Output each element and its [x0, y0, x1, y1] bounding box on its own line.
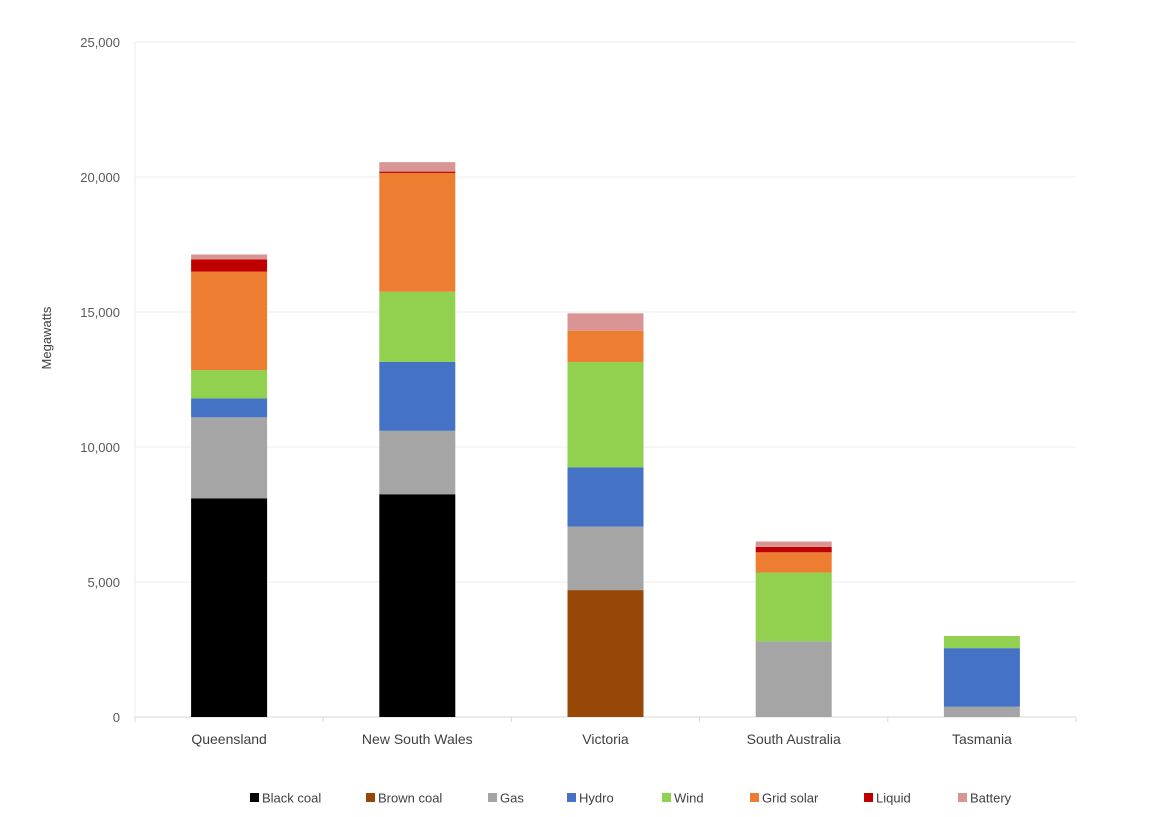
legend-label: Black coal — [262, 791, 321, 806]
bar-segment — [567, 526, 644, 591]
legend-label: Hydro — [579, 791, 614, 806]
x-category-label: Tasmania — [952, 731, 1012, 747]
legend: Black coal Brown coal Gas Hydro Wind Grid sol… — [250, 791, 1012, 806]
bar-segment — [191, 254, 268, 260]
x-axis-category-labels: Queensland New South Wales Victoria South A… — [191, 731, 1012, 747]
legend-swatch — [958, 793, 967, 802]
legend-swatch — [567, 793, 576, 802]
bar-segment — [191, 417, 268, 499]
bar-segment — [379, 172, 456, 292]
bar-segment — [567, 361, 644, 468]
bar-segment — [567, 467, 644, 527]
bar-segment — [755, 552, 832, 573]
bar-segment — [379, 291, 456, 362]
bar-segment — [191, 498, 268, 717]
x-category-label: Victoria — [582, 731, 629, 747]
x-category-label: New South Wales — [362, 731, 473, 747]
y-tick-label: 5,000 — [87, 575, 120, 590]
legend-label: Grid solar — [762, 791, 819, 806]
bar-segment — [567, 590, 644, 717]
bar-segment — [755, 546, 832, 553]
y-tick-label: 15,000 — [80, 305, 120, 320]
bar-segment — [191, 398, 268, 418]
bars — [191, 162, 1020, 717]
legend-swatch — [366, 793, 375, 802]
bar-segment — [755, 541, 832, 547]
legend-label: Gas — [500, 791, 524, 806]
y-axis-tick-labels: 0 5,000 10,000 15,000 20,000 25,000 — [80, 35, 120, 725]
bar-segment — [191, 271, 268, 371]
legend-swatch — [864, 793, 873, 802]
bar-segment — [379, 494, 456, 717]
y-axis-title: Megawatts — [39, 306, 54, 369]
bar-segment — [379, 162, 456, 172]
legend-label: Brown coal — [378, 791, 442, 806]
bar-segment — [567, 313, 644, 331]
legend-swatch — [662, 793, 671, 802]
y-tick-label: 25,000 — [80, 35, 120, 50]
legend-swatch — [250, 793, 259, 802]
bar-segment — [567, 330, 644, 362]
bar-segment — [755, 572, 832, 642]
legend-swatch — [488, 793, 497, 802]
legend-label: Wind — [674, 791, 704, 806]
bar-segment — [943, 706, 1020, 717]
x-axis-tick-marks — [134, 717, 1077, 722]
bar-segment — [379, 430, 456, 495]
legend-label: Battery — [970, 791, 1012, 806]
y-tick-label: 10,000 — [80, 440, 120, 455]
bar-segment — [379, 171, 456, 173]
x-category-label: Queensland — [191, 731, 267, 747]
gridlines — [134, 41, 1076, 717]
bar-segment — [379, 361, 456, 431]
y-tick-label: 0 — [113, 710, 120, 725]
bar-segment — [943, 648, 1020, 707]
bar-segment — [191, 259, 268, 272]
x-category-label: South Australia — [747, 731, 841, 747]
y-tick-label: 20,000 — [80, 170, 120, 185]
bar-segment — [755, 641, 832, 717]
legend-label: Liquid — [876, 791, 911, 806]
bar-segment — [943, 636, 1020, 649]
legend-swatch — [750, 793, 759, 802]
bar-segment — [191, 370, 268, 399]
